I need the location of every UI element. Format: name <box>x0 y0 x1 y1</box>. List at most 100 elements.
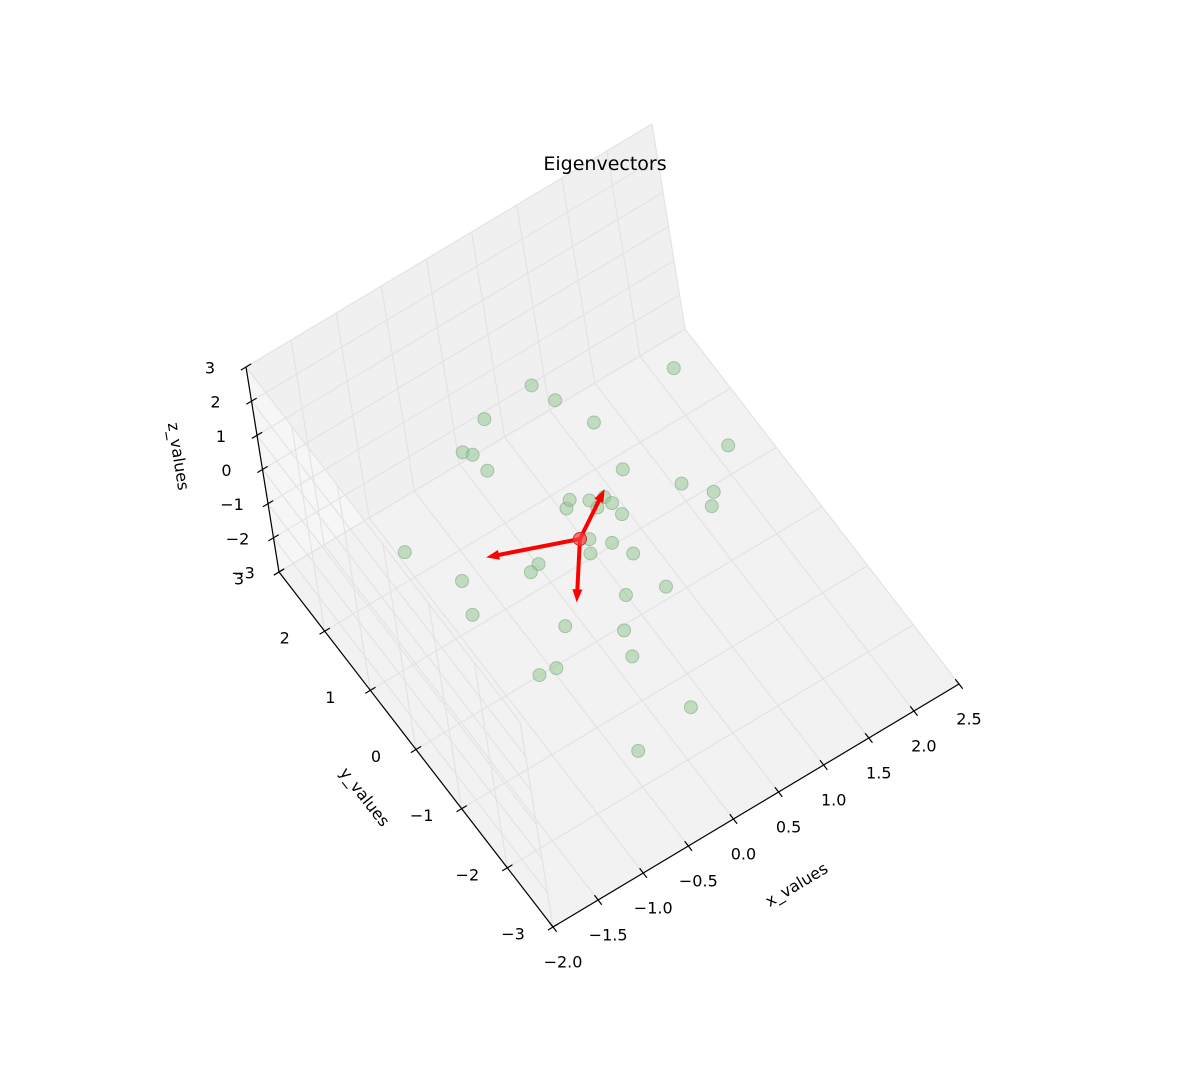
data-point <box>617 623 632 638</box>
y-tick <box>501 864 513 872</box>
x-tick-label: 1.5 <box>866 764 891 783</box>
z-tick-label: 0 <box>221 461 231 480</box>
z-tick <box>251 431 263 439</box>
x-tick <box>639 867 648 879</box>
data-point <box>582 493 597 508</box>
z-axis-label: z_values <box>163 421 193 492</box>
z-tick-label: −3 <box>231 564 255 583</box>
data-point <box>548 393 563 408</box>
x-tick <box>819 759 828 771</box>
y-tick <box>456 805 468 813</box>
axes-panes <box>246 124 959 927</box>
grid-line-z-back <box>278 328 686 573</box>
data-point <box>397 545 412 560</box>
grid-line-z-back <box>251 157 658 402</box>
data-point <box>605 535 620 550</box>
y-tick <box>410 745 422 754</box>
x-tick-label: 2.0 <box>911 737 936 756</box>
eigenvector-arrow-head <box>572 589 583 603</box>
z-tick <box>246 397 257 405</box>
x-tick <box>909 705 919 717</box>
data-point <box>523 565 538 580</box>
y-tick <box>547 923 559 931</box>
data-point <box>465 447 480 462</box>
y-tick-label: −2 <box>456 865 480 884</box>
grid-line-z-back <box>256 191 664 436</box>
grid-line-y-floor <box>507 624 914 869</box>
x-tick <box>593 894 603 906</box>
grid-line-z-left <box>267 503 543 860</box>
x-tick-label: 2.5 <box>956 710 981 729</box>
chart-title: Eigenvectors <box>543 153 666 175</box>
y-axis-label: y_values <box>335 764 394 831</box>
data-point <box>605 496 620 511</box>
data-point <box>477 412 492 427</box>
data-point <box>524 378 539 393</box>
y-tick-label: 1 <box>325 688 335 707</box>
y-tick <box>364 686 376 694</box>
scatter-points <box>397 361 736 758</box>
data-point <box>455 574 470 589</box>
x-tick <box>774 786 783 798</box>
data-point <box>625 649 640 664</box>
z-tick <box>240 363 252 371</box>
grid-line-z-left <box>251 400 526 757</box>
z-tick <box>262 500 274 508</box>
x-tick-label: 0.5 <box>776 818 801 837</box>
y-tick-label: −3 <box>501 925 525 944</box>
eigenvector-arrow-shaft <box>496 537 582 557</box>
z-tick-label: 1 <box>216 427 226 446</box>
data-point <box>586 415 601 430</box>
x-axis-line <box>552 683 960 928</box>
grid-line-z-back <box>267 260 675 505</box>
data-point <box>674 476 689 491</box>
grid-line-z-left <box>245 366 521 723</box>
data-point <box>614 507 629 522</box>
z-tick <box>273 568 285 576</box>
x-tick-label: −2.0 <box>544 953 583 972</box>
x-tick-label: −1.0 <box>634 899 673 918</box>
data-point <box>615 462 630 477</box>
x-tick <box>864 732 873 744</box>
grid-line-z-left <box>273 537 548 894</box>
data-point <box>666 361 681 376</box>
eigenvector-arrow-shaft <box>577 498 601 541</box>
data-point <box>706 484 721 499</box>
z-tick-label: 3 <box>205 359 215 378</box>
x-tick <box>954 678 964 690</box>
y-tick-label: −1 <box>410 806 434 825</box>
y-tick-label: 2 <box>280 629 290 648</box>
grid-line-y-floor <box>461 565 868 810</box>
data-point <box>704 499 719 514</box>
data-point <box>465 607 480 622</box>
eigenvector-arrow-head <box>594 489 605 504</box>
data-point <box>721 438 736 453</box>
x-tick <box>729 813 738 825</box>
y-tick-label: 3 <box>234 570 244 589</box>
grid-line-z-left <box>256 434 532 791</box>
grid-line-z-back <box>273 294 680 539</box>
eigenvector-arrow-shaft <box>575 537 582 592</box>
y-tick-label: 0 <box>371 747 381 766</box>
tick-labels: −2.0 −1.5 −1.0 −0.5 0.0 0.5 1.0 1.5 2.0 2.5 −3 −2 −1… <box>205 359 982 972</box>
x-tick <box>684 840 693 852</box>
tick-marks <box>240 363 964 933</box>
x-tick-label: 0.0 <box>731 845 756 864</box>
grid-line-z-back <box>245 123 653 368</box>
z-tick-label: −2 <box>226 529 250 548</box>
grid-line-z-left <box>262 469 537 825</box>
data-point <box>631 743 646 758</box>
data-point <box>480 463 495 478</box>
z-tick-label: 2 <box>210 393 220 412</box>
data-point <box>626 546 641 561</box>
z-tick <box>257 465 268 474</box>
z-tick-label: −1 <box>220 495 244 514</box>
grid-line-y-floor <box>324 387 731 632</box>
x-axis-label: x_values <box>762 859 832 912</box>
data-point <box>618 588 633 603</box>
mean-point <box>572 532 587 546</box>
z-tick <box>268 534 279 542</box>
data-point <box>583 546 598 561</box>
grid-line-z-back <box>262 225 669 471</box>
